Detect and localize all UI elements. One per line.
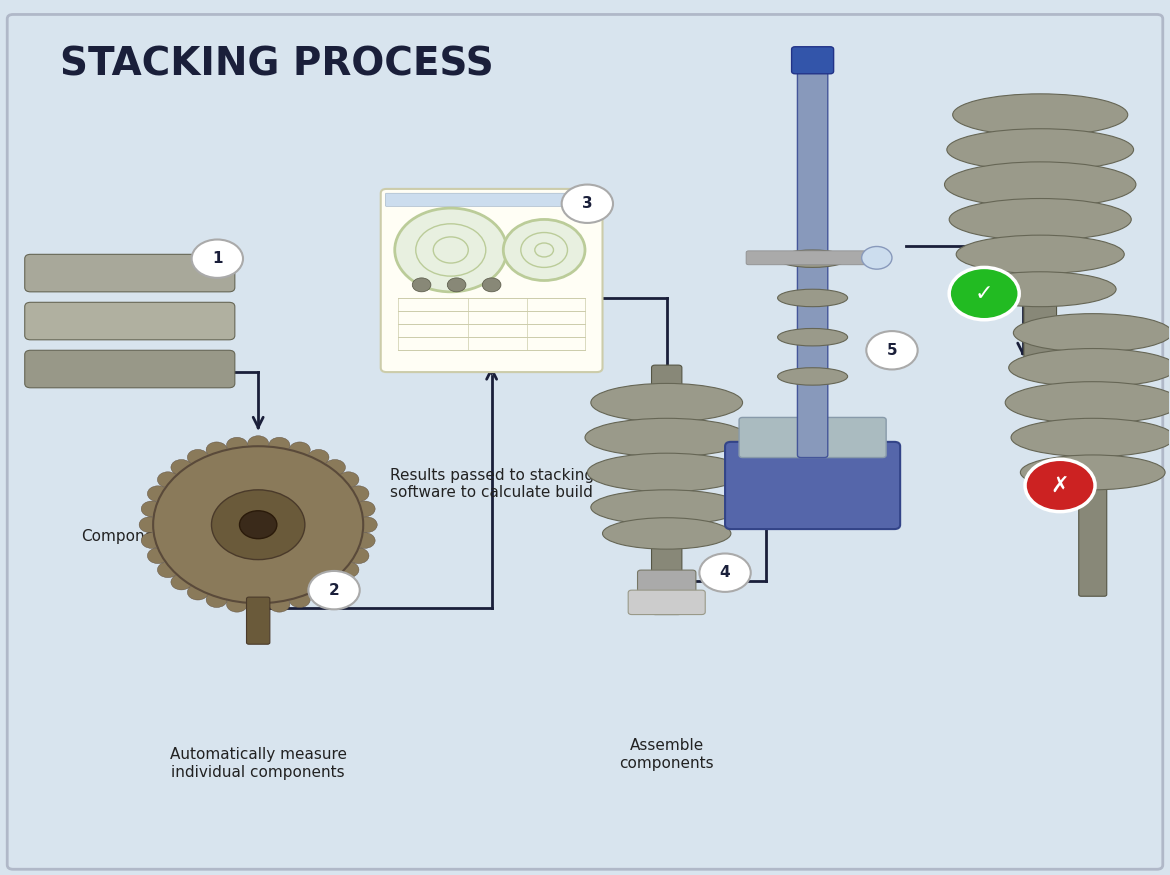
Circle shape xyxy=(289,592,310,607)
Ellipse shape xyxy=(964,272,1116,306)
Text: ✓: ✓ xyxy=(975,284,993,304)
Circle shape xyxy=(347,486,369,501)
FancyBboxPatch shape xyxy=(725,442,900,529)
Text: Measure assembly to
verify correct build: Measure assembly to verify correct build xyxy=(731,468,894,500)
Circle shape xyxy=(355,501,376,517)
FancyBboxPatch shape xyxy=(25,302,235,340)
Circle shape xyxy=(206,442,227,458)
Circle shape xyxy=(187,450,208,466)
Ellipse shape xyxy=(949,199,1131,241)
Circle shape xyxy=(171,459,192,475)
Circle shape xyxy=(212,490,305,560)
Circle shape xyxy=(153,446,363,603)
Circle shape xyxy=(324,574,345,590)
FancyBboxPatch shape xyxy=(247,597,270,644)
Circle shape xyxy=(503,220,585,281)
Circle shape xyxy=(227,438,248,453)
Circle shape xyxy=(700,554,751,592)
Ellipse shape xyxy=(947,129,1134,171)
Circle shape xyxy=(347,548,369,564)
Circle shape xyxy=(206,592,227,607)
Circle shape xyxy=(949,268,1019,319)
FancyBboxPatch shape xyxy=(652,365,682,614)
Circle shape xyxy=(412,278,431,292)
Circle shape xyxy=(139,517,160,533)
Ellipse shape xyxy=(603,518,731,550)
Ellipse shape xyxy=(944,162,1136,207)
FancyBboxPatch shape xyxy=(746,251,879,265)
Ellipse shape xyxy=(956,235,1124,274)
Ellipse shape xyxy=(1011,418,1170,457)
Text: 5: 5 xyxy=(887,343,897,358)
Circle shape xyxy=(866,331,917,369)
Ellipse shape xyxy=(591,383,743,422)
Text: STACKING PROCESS: STACKING PROCESS xyxy=(60,45,494,83)
Circle shape xyxy=(269,438,290,453)
Circle shape xyxy=(356,517,377,533)
Circle shape xyxy=(227,597,248,612)
Circle shape xyxy=(269,597,290,612)
Circle shape xyxy=(289,442,310,458)
Ellipse shape xyxy=(591,490,743,525)
Text: Automatically measure
individual components: Automatically measure individual compone… xyxy=(170,747,346,780)
Ellipse shape xyxy=(952,94,1128,136)
Text: 2: 2 xyxy=(329,583,339,598)
Circle shape xyxy=(308,450,329,466)
Circle shape xyxy=(861,247,892,270)
FancyBboxPatch shape xyxy=(638,570,696,597)
Circle shape xyxy=(147,548,168,564)
Circle shape xyxy=(482,278,501,292)
Circle shape xyxy=(147,486,168,501)
Circle shape xyxy=(192,240,243,278)
Circle shape xyxy=(308,584,329,600)
Circle shape xyxy=(447,278,466,292)
Ellipse shape xyxy=(778,290,847,306)
Ellipse shape xyxy=(1005,382,1170,424)
Ellipse shape xyxy=(1009,348,1170,387)
Text: Assemble
components: Assemble components xyxy=(619,738,714,771)
Ellipse shape xyxy=(778,250,847,268)
Circle shape xyxy=(394,208,507,292)
Text: 3: 3 xyxy=(581,196,593,211)
Ellipse shape xyxy=(1020,455,1165,490)
FancyBboxPatch shape xyxy=(25,255,235,292)
Circle shape xyxy=(158,562,179,578)
FancyBboxPatch shape xyxy=(1079,374,1107,596)
Ellipse shape xyxy=(585,418,749,457)
FancyBboxPatch shape xyxy=(792,46,833,74)
Text: Results passed to stacking
software to calculate build: Results passed to stacking software to c… xyxy=(390,468,593,500)
Circle shape xyxy=(248,436,269,452)
FancyBboxPatch shape xyxy=(739,417,886,458)
FancyBboxPatch shape xyxy=(385,193,598,206)
Circle shape xyxy=(171,574,192,590)
Circle shape xyxy=(1025,459,1095,512)
Text: Components: Components xyxy=(82,529,178,544)
Ellipse shape xyxy=(778,328,847,346)
Text: 4: 4 xyxy=(720,565,730,580)
Circle shape xyxy=(309,571,359,609)
Ellipse shape xyxy=(778,368,847,385)
Circle shape xyxy=(240,511,277,539)
Circle shape xyxy=(142,501,163,517)
FancyBboxPatch shape xyxy=(1024,95,1057,378)
Text: ✗: ✗ xyxy=(1051,475,1069,495)
Circle shape xyxy=(187,584,208,600)
Circle shape xyxy=(324,459,345,475)
Ellipse shape xyxy=(587,453,746,492)
FancyBboxPatch shape xyxy=(25,350,235,388)
Circle shape xyxy=(338,562,359,578)
FancyBboxPatch shape xyxy=(7,15,1163,869)
Circle shape xyxy=(248,598,269,613)
Circle shape xyxy=(142,533,163,549)
Circle shape xyxy=(158,472,179,487)
Text: 1: 1 xyxy=(212,251,222,266)
Circle shape xyxy=(338,472,359,487)
FancyBboxPatch shape xyxy=(628,590,706,614)
FancyBboxPatch shape xyxy=(380,189,603,372)
Circle shape xyxy=(562,185,613,223)
Circle shape xyxy=(355,533,376,549)
FancyBboxPatch shape xyxy=(798,60,828,458)
Ellipse shape xyxy=(1013,313,1170,352)
